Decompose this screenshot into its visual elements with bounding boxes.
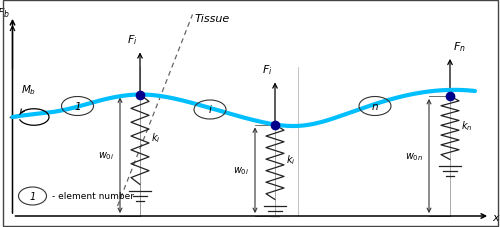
Text: $x$: $x$: [492, 212, 500, 222]
Text: $M_b$: $M_b$: [22, 83, 36, 96]
Text: 1: 1: [30, 191, 36, 201]
Text: i: i: [208, 105, 212, 115]
Text: $w_{0i}$: $w_{0i}$: [233, 165, 249, 176]
Text: n: n: [372, 101, 378, 111]
Text: - element number: - element number: [52, 192, 134, 201]
Text: $k_i$: $k_i$: [151, 131, 160, 144]
Text: $w_{0n}$: $w_{0n}$: [405, 151, 423, 162]
Text: Tissue: Tissue: [195, 14, 230, 24]
Text: $k_i$: $k_i$: [286, 153, 296, 167]
Text: $w_{0i}$: $w_{0i}$: [98, 150, 114, 161]
Text: $F_b$: $F_b$: [0, 7, 10, 20]
Text: 1: 1: [74, 101, 81, 111]
Text: $F_n$: $F_n$: [452, 40, 466, 54]
Text: $F_i$: $F_i$: [262, 63, 273, 77]
Text: $F_i$: $F_i$: [127, 34, 138, 47]
Text: $k_n$: $k_n$: [461, 119, 472, 133]
